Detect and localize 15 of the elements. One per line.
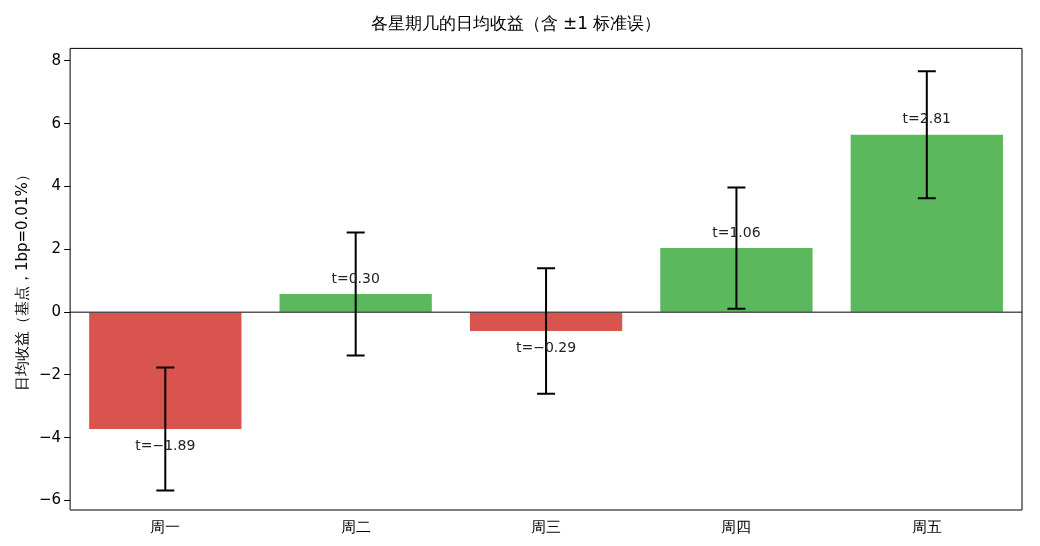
x-tick-label: 周四	[721, 517, 752, 536]
y-tick-label: 2	[51, 239, 62, 258]
y-tick-label: 0	[51, 302, 62, 321]
x-tick-label: 周二	[340, 517, 371, 536]
x-tick-label: 周五	[911, 517, 942, 536]
y-tick-label: −2	[38, 364, 62, 383]
y-tick-label: −4	[38, 427, 62, 446]
x-tick-label: 周三	[531, 517, 562, 536]
y-tick-label: 4	[51, 176, 62, 195]
y-tick-label: 6	[51, 113, 62, 132]
y-tick-label: 8	[51, 50, 62, 69]
x-tick-label: 周一	[150, 517, 181, 536]
y-axis-title: 日均收益（基点，1bp=0.01%）	[12, 167, 31, 392]
y-tick-label: −6	[38, 490, 62, 509]
chart-title: 各星期几的日均收益（含 ±1 标准误）	[370, 12, 662, 33]
